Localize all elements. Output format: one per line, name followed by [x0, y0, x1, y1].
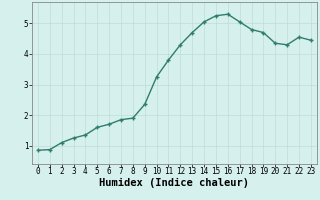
X-axis label: Humidex (Indice chaleur): Humidex (Indice chaleur): [100, 178, 249, 188]
